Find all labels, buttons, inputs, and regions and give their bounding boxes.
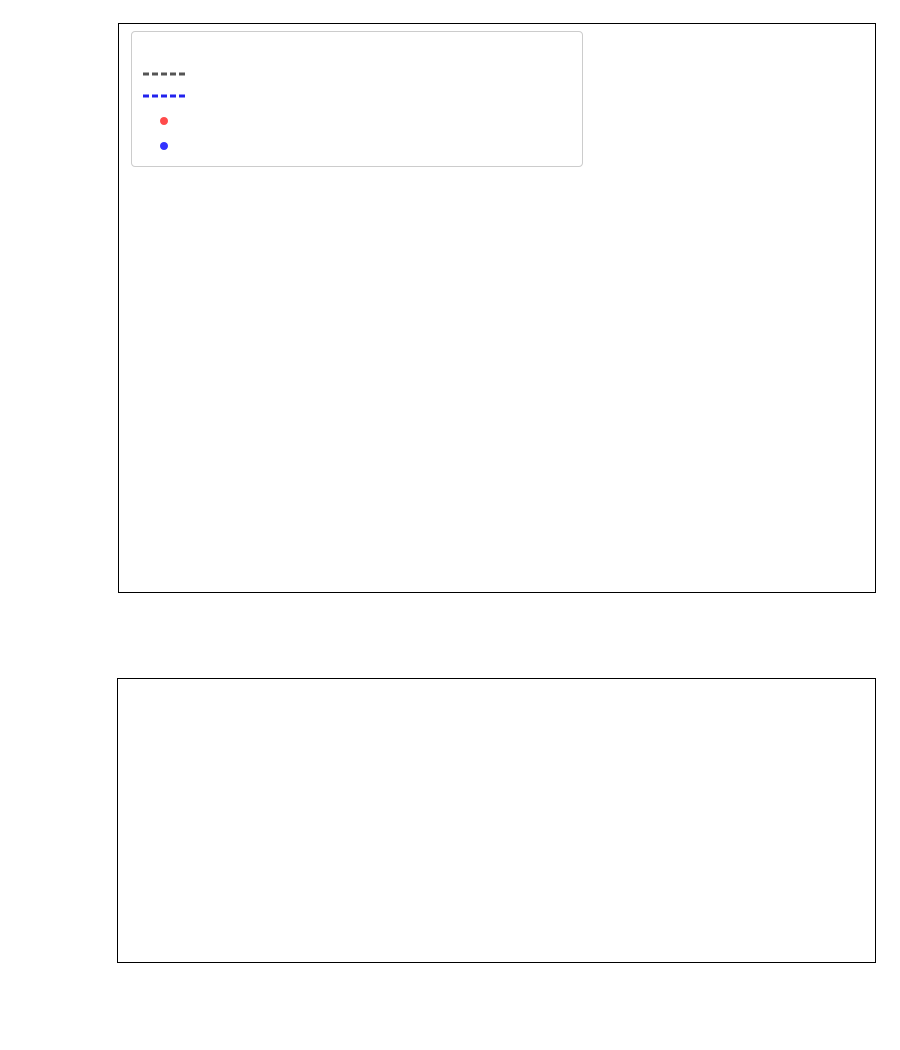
dot-icon-raw bbox=[141, 112, 187, 130]
dot-icon-corrected bbox=[141, 137, 187, 155]
bottom-plot-area bbox=[118, 679, 875, 962]
bottom-residuals-axes bbox=[117, 678, 876, 963]
dashed-line-icon-platepar bbox=[141, 65, 187, 83]
legend-entry-raw bbox=[141, 108, 573, 133]
legend-entry-corrected bbox=[141, 133, 573, 158]
dashed-line-icon-fit bbox=[141, 87, 187, 105]
legend-entry-fit bbox=[141, 83, 573, 108]
legend-entry-platepar bbox=[141, 39, 573, 83]
top-plot-legend bbox=[131, 31, 583, 167]
